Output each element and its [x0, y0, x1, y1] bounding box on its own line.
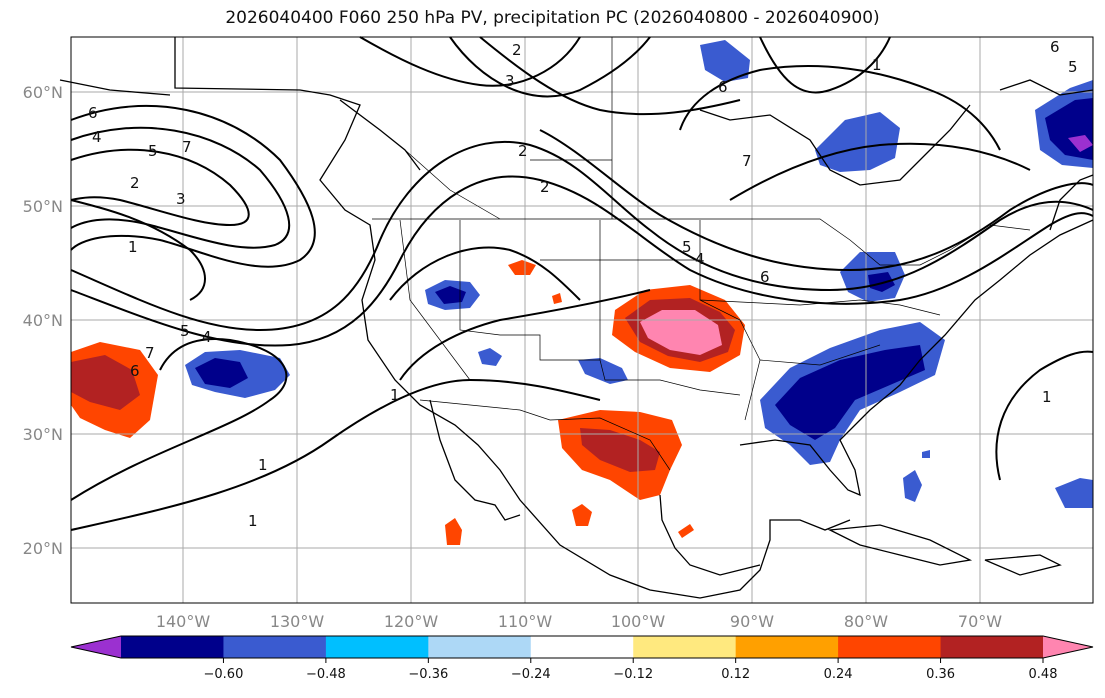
pv-label: 1: [872, 56, 882, 74]
pv-label: 1: [258, 456, 268, 474]
lat-label: 50°N: [23, 197, 63, 216]
colorbar-tick-label: −0.24: [511, 667, 551, 682]
pv-label: 6: [88, 104, 98, 122]
pv-label: 1: [248, 512, 258, 530]
pv-label: 3: [505, 72, 515, 90]
lon-label: 90°W: [730, 612, 774, 631]
lon-label: 70°W: [958, 612, 1002, 631]
pv-label: 2: [540, 178, 550, 196]
colorbar-tick-label: 0.24: [824, 667, 853, 682]
lon-label: 130°W: [270, 612, 325, 631]
colorbar: [70, 635, 1094, 659]
longitude-labels: 140°W 130°W 120°W 110°W 100°W 90°W 80°W …: [156, 612, 1002, 631]
lon-label: 120°W: [384, 612, 439, 631]
colorbar-extend-low: [71, 636, 121, 658]
lon-label: 80°W: [844, 612, 888, 631]
pv-label: 5: [180, 322, 190, 340]
lon-label: 100°W: [611, 612, 666, 631]
colorbar-segment: [735, 636, 839, 658]
pv-label: 5: [682, 238, 692, 256]
colorbar-tick-label: 0.36: [926, 667, 955, 682]
pv-label: 5: [1068, 58, 1078, 76]
colorbar-segment: [223, 636, 327, 658]
pv-label: 7: [182, 138, 192, 156]
pv-label: 6: [718, 78, 728, 96]
colorbar-segment: [325, 636, 429, 658]
pv-label: 1: [1042, 388, 1052, 406]
pv-label: 2: [130, 174, 140, 192]
pv-label: 4: [92, 128, 102, 146]
lat-label: 20°N: [23, 539, 63, 558]
lat-label: 40°N: [23, 311, 63, 330]
pv-label: 6: [760, 268, 770, 286]
colorbar-segment: [121, 636, 224, 658]
colorbar-tick-label: −0.36: [408, 667, 448, 682]
lon-label: 140°W: [156, 612, 211, 631]
latitude-labels: 60°N 50°N 40°N 30°N 20°N: [23, 83, 63, 558]
pv-label: 7: [145, 344, 155, 362]
pv-label: 5: [148, 142, 158, 160]
pv-label: 6: [1050, 38, 1060, 56]
map-frame: [70, 36, 1094, 604]
coastlines: [59, 37, 1094, 599]
pv-contours: [70, 36, 1094, 531]
pv-label: 7: [742, 152, 752, 170]
pv-label: 1: [128, 238, 138, 256]
colorbar-segment: [838, 636, 942, 658]
graticule: [71, 37, 1093, 603]
precipitation-shading: [71, 40, 1093, 545]
colorbar-tick-label: 0.12: [721, 667, 750, 682]
colorbar-outline: [70, 635, 1094, 659]
lat-label: 60°N: [23, 83, 63, 102]
colorbar-segment: [633, 636, 737, 658]
pv-label: 4: [695, 250, 705, 268]
colorbar-tick-label: 0.48: [1029, 667, 1058, 682]
colorbar-tick-label: −0.12: [613, 667, 653, 682]
pv-label: 3: [176, 190, 186, 208]
pv-label: 6: [130, 362, 140, 380]
colorbar-extend-high: [1043, 636, 1093, 658]
pv-contour-labels: 6 4 5 7 2 3 1 1 1 5 4 7 6 2 3 1 2 5 4 6 …: [88, 38, 1078, 530]
colorbar-tick-label: −0.48: [306, 667, 346, 682]
pv-label: 2: [518, 142, 528, 160]
pv-label: 2: [512, 41, 522, 59]
map-title: 2026040400 F060 250 hPa PV, precipitatio…: [225, 8, 880, 28]
lat-label: 30°N: [23, 425, 63, 444]
colorbar-tick-label: −0.60: [204, 667, 244, 682]
pv-label: 4: [202, 328, 212, 346]
colorbar-segment: [940, 636, 1044, 658]
colorbar-ticks: −0.60 −0.48 −0.36 −0.24 −0.12 0.12 0.24 0.36 0.4…: [204, 658, 1058, 682]
colorbar-segment: [428, 636, 532, 658]
pv-label: 1: [390, 386, 400, 404]
lon-label: 110°W: [498, 612, 553, 631]
colorbar-segment: [530, 636, 634, 658]
